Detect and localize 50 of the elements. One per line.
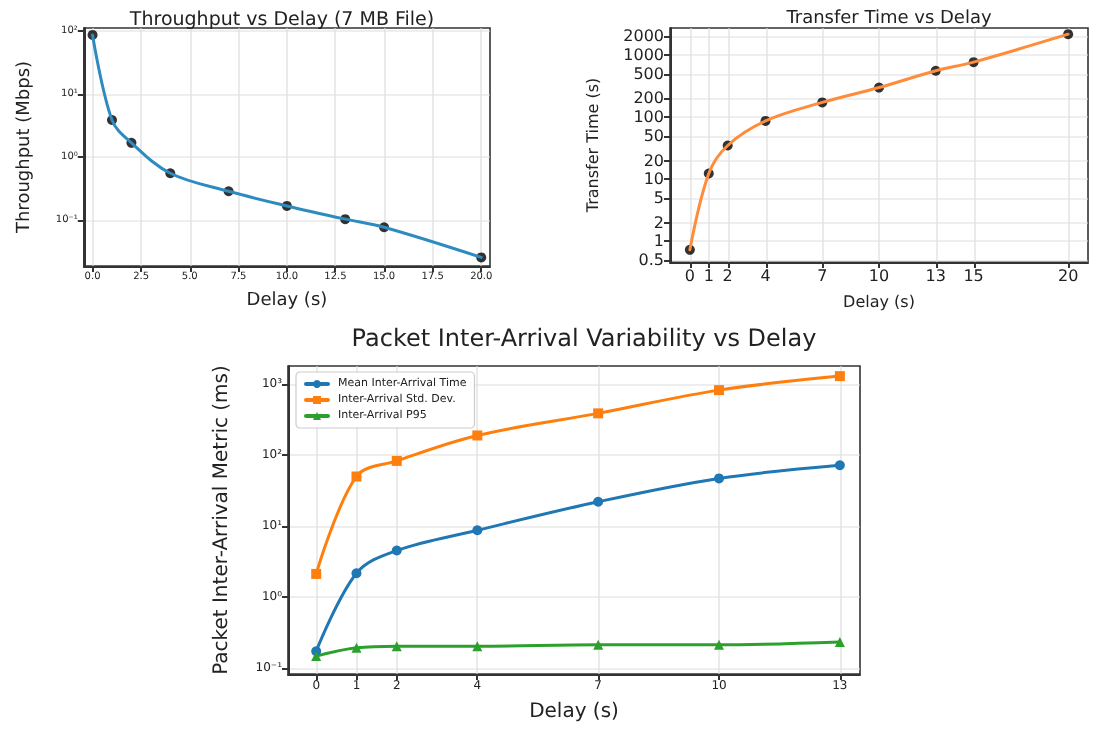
point: [472, 641, 483, 652]
x-axis-title: Delay (s): [529, 701, 620, 723]
y-tick-label: 5: [653, 188, 664, 207]
chart-title: Throughput vs Delay (7 MB File): [127, 9, 435, 31]
y-axis-title: Packet Inter-Arrival Metric (ms): [211, 365, 233, 675]
point: [351, 568, 362, 579]
y-tick-label: 1: [653, 232, 664, 251]
x-axis-title: Delay (s): [843, 293, 915, 311]
chart-title: Transfer Time vs Delay: [784, 9, 993, 29]
y-tick-label: 10: [643, 170, 664, 189]
y-tick-label: 20: [643, 151, 664, 170]
y-axis-title: Transfer Time (s): [584, 77, 603, 215]
point: [351, 471, 362, 482]
point: [834, 371, 845, 382]
x-tick-label: 13: [925, 267, 946, 285]
point: [714, 639, 725, 650]
point: [834, 460, 845, 471]
y-tick-label: 2000: [623, 27, 664, 46]
point: [472, 430, 483, 441]
y-tick-label: 2: [653, 213, 664, 232]
y-tick-label: 0.5: [638, 251, 664, 270]
y-tick-label: 100: [633, 108, 664, 127]
point: [311, 568, 322, 579]
point: [593, 496, 604, 507]
x-tick-label: 1: [703, 267, 714, 285]
point: [391, 455, 402, 466]
x-tick-label: 2: [722, 267, 733, 285]
x-tick-label: 7: [817, 267, 828, 285]
y-axis-title: Throughput (Mbps): [15, 60, 35, 236]
point: [351, 642, 362, 653]
y-tick-label: 50: [643, 126, 664, 145]
x-tick-label: 15: [963, 267, 984, 285]
x-axis-title: Delay (s): [246, 291, 328, 311]
point: [714, 473, 725, 484]
x-tick-label: 10: [868, 267, 890, 285]
chart-title: Packet Inter-Arrival Variability vs Delay: [351, 324, 817, 352]
point: [311, 651, 322, 662]
point: [593, 408, 604, 419]
x-tick-label: 4: [760, 267, 771, 285]
y-tick-label: 500: [633, 64, 664, 83]
point: [472, 525, 483, 536]
point: [391, 641, 402, 652]
point: [834, 636, 845, 647]
x-tick-label: 0: [684, 267, 695, 285]
point: [714, 385, 725, 396]
x-tick-label: 20: [1057, 267, 1079, 285]
y-tick-label: 200: [633, 89, 664, 108]
point: [391, 545, 402, 556]
y-tick-label: 1000: [623, 46, 664, 65]
point: [593, 639, 604, 650]
